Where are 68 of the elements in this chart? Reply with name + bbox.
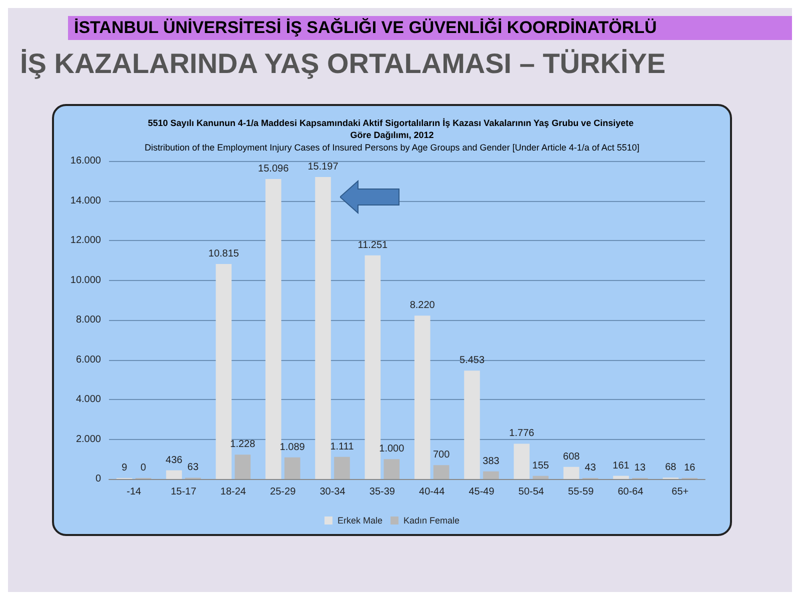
data-label: 1.776: [509, 428, 535, 440]
bar: [532, 476, 549, 479]
data-label: 1.111: [330, 441, 354, 452]
y-tick-label: 14.000: [70, 195, 102, 206]
x-tick-label: 30-34: [320, 486, 346, 498]
data-label: 15.197: [308, 161, 339, 172]
y-tick-label: 2.000: [76, 434, 102, 445]
x-tick-label: 15-17: [170, 486, 197, 498]
x-tick-label: 60-64: [618, 486, 644, 498]
data-label: 5.453: [460, 355, 485, 366]
bar: [265, 178, 282, 479]
chart-title: 5510 Sayılı Kanunun 4-1/a Maddesi Kapsamındaki Aktif Sigortalıların İş Kazası Vakalarının Yaş Grubu ve Cinsiyete Göre Dağılımı, 2012: [148, 118, 636, 140]
data-label: 1.228: [230, 439, 256, 450]
data-label: 13: [634, 462, 646, 474]
bar: [464, 370, 480, 479]
bar: [433, 465, 450, 479]
data-label: 1.089: [280, 442, 306, 453]
data-label: 155: [532, 460, 550, 472]
y-tick-label: 8.000: [76, 314, 102, 326]
data-label: 68: [665, 462, 677, 474]
data-label: 0: [140, 462, 147, 474]
data-label: 8.220: [410, 300, 436, 312]
x-tick-label: 55-59: [568, 486, 594, 498]
chart-subtitle: Distribution of the Employment Injury Cases of Insured Persons by Age Groups and Gender [Under Article 4-1/a of Act 5510]: [144, 142, 640, 152]
y-tick-label: 10.000: [70, 274, 102, 286]
bar: [166, 470, 182, 479]
data-label: 11.251: [358, 240, 388, 251]
x-tick-label: 50-54: [518, 486, 544, 498]
legend-label: Kadın Female: [403, 516, 460, 526]
legend-label: Erkek Male: [337, 516, 382, 526]
data-label: 1.000: [379, 444, 405, 455]
y-tick-label: 12.000: [70, 235, 102, 246]
bar: [334, 456, 350, 479]
y-tick-label: 16.000: [70, 156, 102, 166]
bar: [284, 457, 300, 479]
data-label: 700: [432, 450, 450, 461]
bar: [483, 471, 499, 479]
bar: [514, 444, 530, 479]
x-tick-label: 65+: [672, 486, 689, 498]
data-label: 9: [122, 462, 128, 474]
bar: [613, 476, 629, 479]
bar: [364, 255, 381, 479]
data-label: 15.096: [258, 163, 290, 174]
y-tick-label: 0: [95, 474, 102, 484]
bar: [414, 316, 430, 479]
bar: [563, 466, 580, 479]
data-label: 436: [166, 454, 183, 466]
y-tick-label: 6.000: [76, 354, 102, 366]
bar: [384, 459, 400, 479]
text: İŞ KAZALARINDA YAŞ ORTALAMASI – TÜRKİYE: [20, 48, 666, 80]
data-label: 608: [563, 451, 580, 462]
data-label: 161: [612, 460, 630, 472]
x-tick-label: -14: [126, 486, 142, 498]
data-label: 383: [482, 456, 500, 467]
x-tick-label: 35-39: [369, 486, 396, 498]
x-tick-label: 25-29: [270, 486, 296, 498]
x-tick-label: 18-24: [220, 486, 246, 498]
x-tick-label: 40-44: [419, 486, 446, 498]
data-label: 43: [584, 462, 596, 474]
bar: [315, 176, 331, 479]
x-tick-label: 45-49: [468, 486, 495, 498]
text: İSTANBUL ÜNİVERSİTESİ İŞ SAĞLIĞI VE GÜVENLİĞİ KOORDİNATÖRLÜ: [73, 17, 658, 39]
bar: [216, 264, 232, 479]
data-label: 16: [684, 462, 696, 474]
y-tick-label: 4.000: [76, 394, 102, 405]
data-label: 10.815: [208, 248, 240, 260]
bar: [234, 454, 251, 479]
data-label: 63: [187, 462, 199, 474]
